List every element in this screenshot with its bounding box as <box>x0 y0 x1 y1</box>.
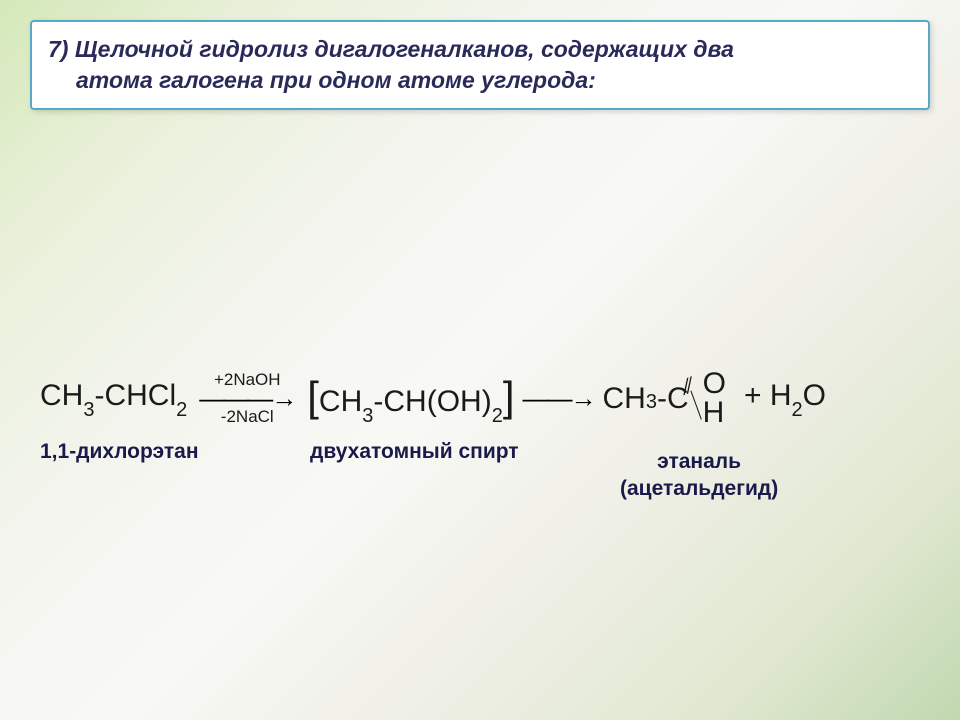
title-panel: 7) Щелочной гидролиз дигалогеналканов, с… <box>30 20 930 110</box>
arrow-reagent-bottom: -2NaCl <box>221 407 274 427</box>
aldehyde-hydrogen: ＼ H <box>695 399 725 428</box>
title-line-2: атома галогена при одном атоме углерода: <box>48 67 596 93</box>
product-label: этаналь (ацетальдегид) <box>620 448 778 503</box>
title-line-1: 7) Щелочной гидролиз дигалогеналканов, с… <box>48 36 734 62</box>
right-bracket: ] <box>503 373 515 420</box>
title-text: 7) Щелочной гидролиз дигалогеналканов, с… <box>48 34 912 96</box>
intermediate-formula: [CH3-CH(OH)2] <box>307 373 514 424</box>
water-formula: + H2O <box>744 379 826 418</box>
aldehyde-cho: ⁄⁄ O ＼ H <box>695 370 726 427</box>
left-bracket: [ <box>307 373 319 420</box>
arrow-glyph-2: ——→ <box>523 388 595 409</box>
reactant-label: 1,1-дихлорэтан <box>40 440 199 464</box>
arrow-glyph-1: ———→ <box>199 388 295 409</box>
reaction-equation: CH3-CHCl2 +2NaOH ———→ -2NaCl [CH3-CH(OH)… <box>40 370 920 427</box>
product-formula: CH3-C ⁄⁄ O ＼ H <box>603 370 726 427</box>
reaction-arrow-1: +2NaOH ———→ -2NaCl <box>199 370 295 427</box>
reactant-formula: CH3-CHCl2 <box>40 379 187 418</box>
intermediate-label: двухатомный спирт <box>310 440 519 464</box>
